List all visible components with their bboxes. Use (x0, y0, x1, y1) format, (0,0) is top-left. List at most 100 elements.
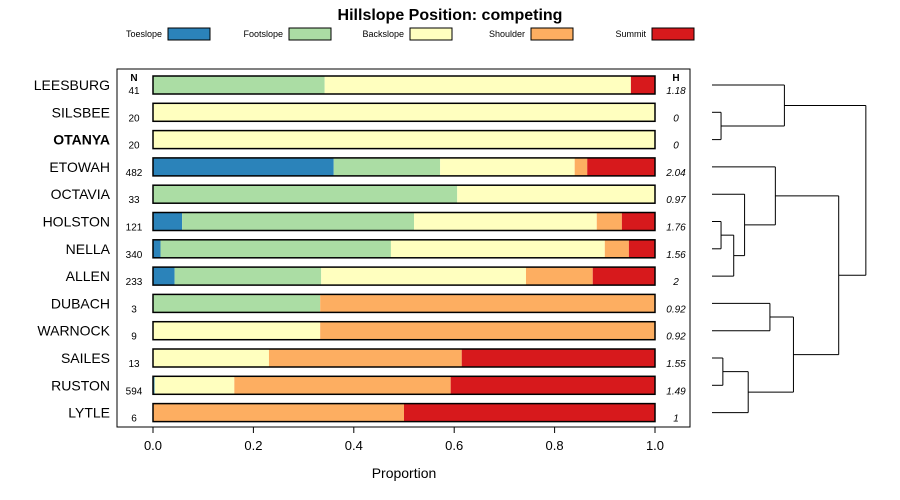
bar-outline (152, 75, 656, 95)
bar-segment-shoulder (234, 376, 451, 395)
bar-segment-backslope (153, 321, 321, 340)
bar-segment-summit (450, 376, 655, 395)
bar-segment-backslope (153, 103, 655, 122)
row-label: LEESBURG (34, 77, 110, 93)
bar-outline (152, 157, 656, 177)
bar-outline (152, 184, 656, 204)
bar-segment-footslope (160, 239, 391, 258)
row-label: OCTAVIA (51, 186, 111, 202)
bar-segment-backslope (153, 130, 655, 149)
h-column-header: H (672, 73, 679, 84)
bar-segment-summit (630, 76, 655, 94)
legend-swatch-backslope (409, 27, 453, 41)
n-column-header: N (130, 73, 137, 84)
legend-label-summit: Summit (615, 29, 646, 39)
h-value: 1.49 (666, 386, 686, 397)
rows: LEESBURG 41 1.18 SILSBEE 20 0 OTANYA 20 0 ETOWAH 4… (34, 75, 686, 425)
n-value: 340 (126, 250, 143, 261)
bar-segment-footslope (333, 157, 441, 176)
h-value: 0 (673, 141, 679, 152)
legend: Toeslope Footslope Backslope Shoulder Summit (126, 27, 695, 41)
h-value: 0.92 (666, 332, 686, 343)
bar-segment-shoulder (574, 157, 588, 176)
n-value: 33 (128, 195, 140, 206)
bar-segment-footslope (153, 294, 321, 313)
legend-swatch-summit (651, 27, 695, 41)
bar-segment-summit (587, 157, 655, 176)
bar-outline (152, 211, 656, 232)
row-label: SILSBEE (52, 104, 110, 120)
n-value: 482 (126, 168, 143, 179)
legend-label-shoulder: Shoulder (489, 29, 525, 39)
h-value: 0.92 (666, 304, 686, 315)
bar-segment-shoulder (604, 239, 629, 258)
n-value: 13 (128, 359, 140, 370)
x-tick-label: 0.2 (244, 438, 262, 453)
bar-segment-backslope (440, 157, 575, 176)
legend-swatch-footslope (288, 27, 332, 41)
bar-segment-backslope (154, 376, 235, 395)
x-tick-label: 0.4 (345, 438, 363, 453)
row-label: ALLEN (66, 268, 110, 284)
legend-label-toeslope: Toeslope (126, 29, 162, 39)
bar-segment-backslope (153, 349, 269, 367)
bar-outline (152, 129, 656, 150)
legend-swatch-shoulder (530, 27, 574, 41)
n-value: 41 (128, 86, 140, 97)
bar-segment-summit (592, 267, 655, 286)
h-value: 2.04 (665, 168, 686, 179)
h-value: 1 (673, 414, 679, 425)
bar-outline (152, 293, 656, 314)
legend-swatch-toeslope (167, 27, 211, 41)
n-value: 594 (126, 386, 143, 397)
legend-label-backslope: Backslope (362, 29, 404, 39)
bar-segment-backslope (414, 212, 597, 231)
x-axis: 0.0 0.2 0.4 0.6 0.8 1.0 (144, 427, 664, 453)
n-value: 3 (131, 304, 137, 315)
n-value: 9 (131, 332, 137, 343)
bar-segment-toeslope (153, 157, 334, 176)
row-label: ETOWAH (49, 159, 110, 175)
n-value: 233 (126, 277, 143, 288)
bar-segment-backslope (324, 76, 631, 94)
bar-segment-shoulder (268, 349, 462, 367)
bar-outline (152, 320, 656, 341)
x-axis-title: Proportion (372, 465, 437, 481)
h-value: 2 (672, 277, 679, 288)
bar-segment-summit (621, 212, 655, 231)
bar-segment-shoulder (320, 294, 655, 313)
row-label: DUBACH (51, 295, 110, 311)
bar-segment-shoulder (525, 267, 593, 286)
bar-segment-footslope (182, 212, 415, 231)
bar-segment-toeslope (153, 267, 175, 286)
bar-segment-shoulder (320, 321, 655, 340)
x-tick-label: 0.6 (445, 438, 463, 453)
n-value: 20 (128, 113, 140, 124)
n-value: 6 (131, 414, 137, 425)
row-label: RUSTON (51, 377, 110, 393)
h-value: 0 (673, 113, 679, 124)
bar-outline (152, 375, 656, 396)
bar-segment-summit (404, 403, 655, 422)
bar-segment-footslope (153, 76, 325, 94)
legend-label-footslope: Footslope (243, 29, 283, 39)
bar-segment-shoulder (153, 403, 404, 422)
bar-segment-toeslope (153, 376, 155, 395)
chart-title: Hillslope Position: competing (338, 7, 563, 24)
plot-frame (116, 68, 691, 428)
x-tick-label: 0.8 (546, 438, 564, 453)
bar-segment-shoulder (596, 212, 622, 231)
row-label: OTANYA (53, 132, 110, 148)
x-tick-label: 0.0 (144, 438, 162, 453)
bar-segment-toeslope (153, 239, 161, 258)
dendrogram (712, 84, 867, 414)
h-value: 0.97 (666, 195, 686, 206)
h-value: 1.76 (666, 223, 686, 234)
bar-outline (152, 402, 656, 423)
row-label: HOLSTON (43, 214, 110, 230)
bar-segment-summit (628, 239, 655, 258)
row-label: SAILES (61, 350, 110, 366)
bar-segment-toeslope (153, 212, 183, 231)
bar-outline (152, 266, 656, 286)
